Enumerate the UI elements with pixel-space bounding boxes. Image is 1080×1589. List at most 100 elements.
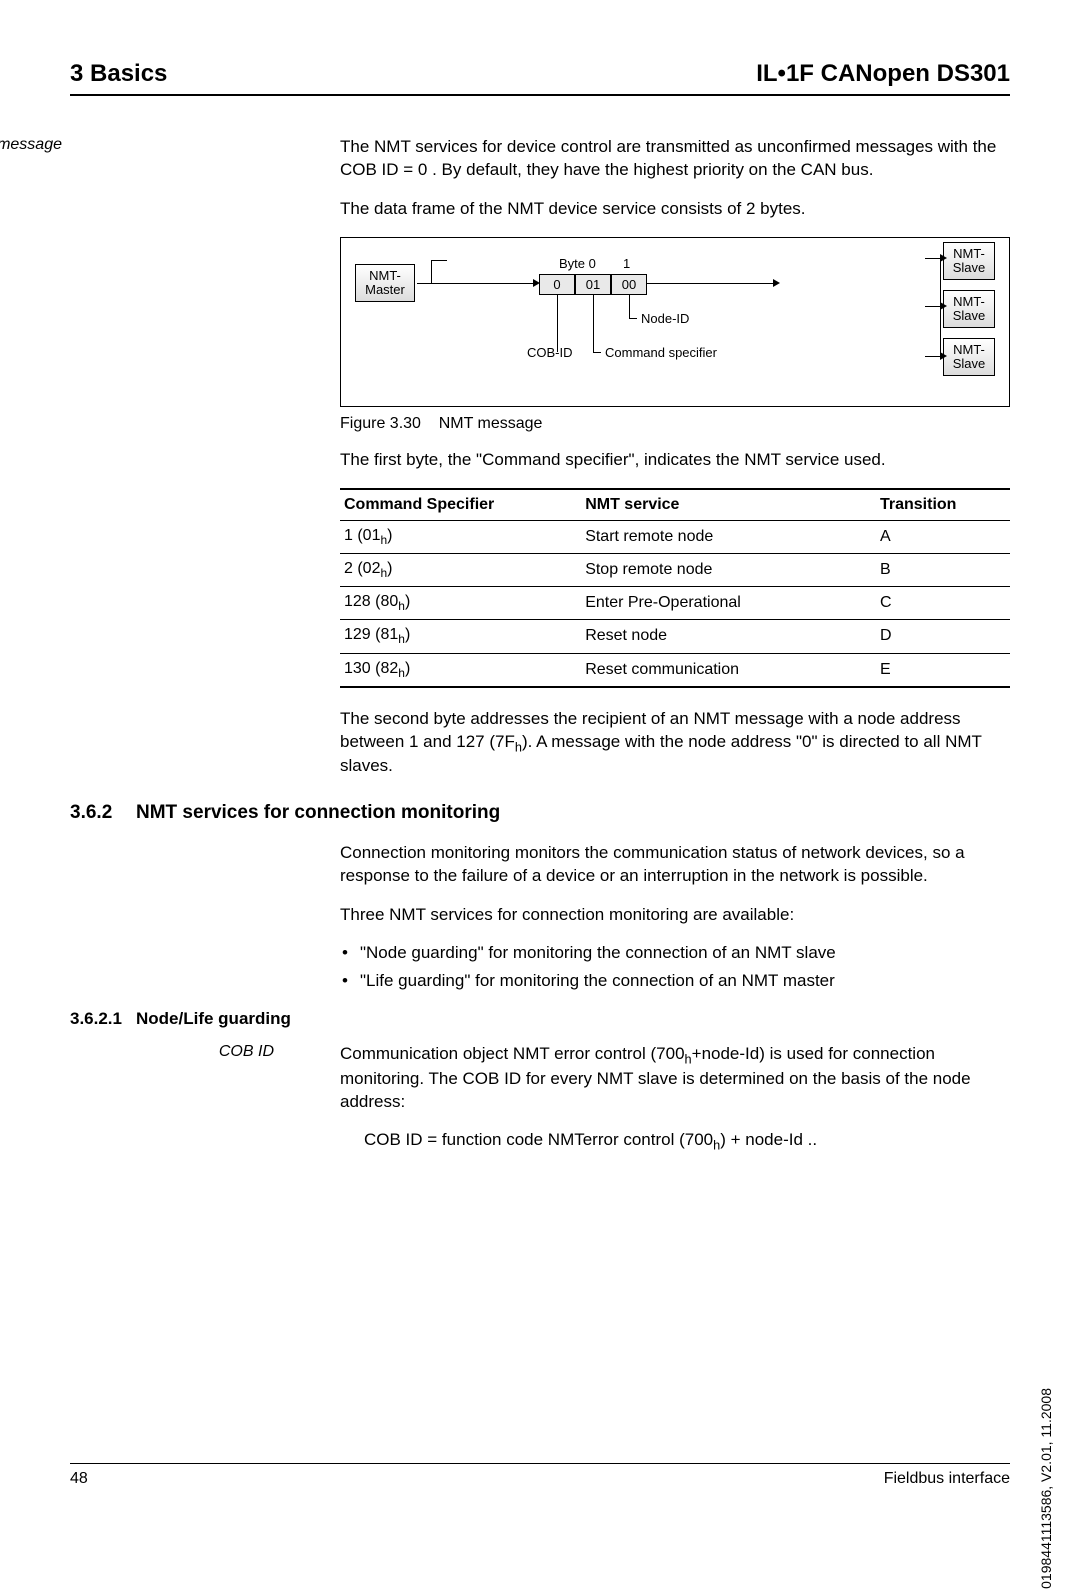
cell-svc: Reset node — [581, 620, 876, 653]
cell-cs: 128 (80h) — [340, 587, 581, 620]
figure-caption: Figure 3.30 NMT message — [340, 415, 1010, 433]
para-5: Connection monitoring monitors the commu… — [340, 842, 1010, 888]
diagram-line — [431, 260, 447, 261]
cmd-spec-label: Command specifier — [605, 345, 717, 360]
cell-cs: 1 (01h) — [340, 520, 581, 553]
cs-num: 128 (80 — [344, 593, 398, 610]
subsection-number: 3.6.2.1 — [70, 1009, 136, 1029]
p8b: ) + node-Id .. — [720, 1130, 817, 1149]
arrowhead-icon — [773, 279, 780, 287]
arrowhead-icon — [940, 302, 947, 310]
cobid-body: Communication object NMT error control (… — [340, 1043, 1010, 1154]
byte0-label: Byte 0 — [559, 256, 596, 271]
table-row: 2 (02h) Stop remote node B — [340, 553, 1010, 586]
th-nmt-service: NMT service — [581, 489, 876, 521]
byte-cell-2: 00 — [611, 274, 647, 295]
page-number: 48 — [70, 1470, 88, 1488]
cell-tr: A — [876, 520, 1010, 553]
para-2: The data frame of the NMT device service… — [340, 198, 1010, 221]
side-label-cobid: COB ID — [24, 1043, 274, 1061]
hex-sub: h — [685, 1051, 692, 1066]
para-8: COB ID = function code NMTerror control … — [364, 1129, 1010, 1154]
side-label-nmt: NMT message — [0, 136, 62, 154]
byte-cell-0: 0 — [539, 274, 575, 295]
fig-num: Figure 3.30 — [340, 415, 421, 432]
cell-cs: 2 (02h) — [340, 553, 581, 586]
bullet-list: "Node guarding" for monitoring the conne… — [340, 943, 1010, 991]
p7a: Communication object NMT error control (… — [340, 1044, 685, 1063]
figure-nmt-message: NMT- Master Byte 0 1 0 01 00 Node-ID Com… — [340, 237, 1010, 407]
section-body: Connection monitoring monitors the commu… — [340, 842, 1010, 991]
cs-num: 130 (82 — [344, 660, 398, 677]
document-id: 0198441113586, V2.01, 11.2008 — [1038, 1388, 1054, 1589]
cell-tr: D — [876, 620, 1010, 653]
fig-text: NMT message — [439, 415, 543, 432]
cell-svc: Enter Pre-Operational — [581, 587, 876, 620]
table-row: 130 (82h) Reset communication E — [340, 653, 1010, 687]
cell-tr: E — [876, 653, 1010, 687]
command-specifier-table: Command Specifier NMT service Transition… — [340, 488, 1010, 688]
hex-sub: h — [398, 599, 405, 613]
cs-num: 1 (01 — [344, 527, 380, 544]
byte-cell-1: 01 — [575, 274, 611, 295]
diagram-line — [417, 283, 537, 284]
diagram-line — [925, 356, 941, 357]
para-6: Three NMT services for connection monito… — [340, 904, 1010, 927]
diagram-slave-box: NMT- Slave — [943, 242, 995, 281]
list-item: "Life guarding" for monitoring the conne… — [340, 971, 1010, 991]
p8a: COB ID = function code NMTerror control … — [364, 1130, 713, 1149]
hex-sub: h — [398, 666, 405, 680]
diagram-slave-box: NMT- Slave — [943, 338, 995, 377]
cob-id-diagram-label: COB-ID — [527, 345, 573, 360]
footer-right: Fieldbus interface — [884, 1470, 1010, 1488]
cell-cs: 130 (82h) — [340, 653, 581, 687]
hex-sub: h — [380, 533, 387, 547]
hex-sub: h — [515, 739, 522, 754]
header-left: 3 Basics — [70, 60, 167, 88]
subsection-title: Node/Life guarding — [136, 1009, 291, 1029]
hex-sub: h — [398, 633, 405, 647]
table-row: 128 (80h) Enter Pre-Operational C — [340, 587, 1010, 620]
cell-svc: Reset communication — [581, 653, 876, 687]
subsection-heading: 3.6.2.1 Node/Life guarding — [70, 1009, 1010, 1029]
th-transition: Transition — [876, 489, 1010, 521]
diagram-line — [647, 283, 777, 284]
diagram-line — [431, 260, 432, 284]
diagram-line — [629, 294, 630, 318]
para-3: The first byte, the "Command specifier",… — [340, 449, 1010, 472]
section-title: NMT services for connection monitoring — [136, 802, 500, 824]
cell-cs: 129 (81h) — [340, 620, 581, 653]
diagram-line — [925, 258, 941, 259]
diagram-line — [593, 352, 601, 353]
page-footer: 48 Fieldbus interface — [70, 1463, 1010, 1488]
cs-num: 129 (81 — [344, 626, 398, 643]
cell-tr: C — [876, 587, 1010, 620]
section-number: 3.6.2 — [70, 802, 136, 824]
page-header: 3 Basics IL•1F CANopen DS301 — [70, 60, 1010, 96]
arrowhead-icon — [940, 254, 947, 262]
table-row: 129 (81h) Reset node D — [340, 620, 1010, 653]
hex-sub: h — [380, 566, 387, 580]
para-1: The NMT services for device control are … — [340, 136, 1010, 182]
header-right: IL•1F CANopen DS301 — [756, 60, 1010, 88]
cell-svc: Start remote node — [581, 520, 876, 553]
body-content: The NMT services for device control are … — [340, 136, 1010, 778]
diagram-slave-box: NMT- Slave — [943, 290, 995, 329]
cell-svc: Stop remote node — [581, 553, 876, 586]
table-row: 1 (01h) Start remote node A — [340, 520, 1010, 553]
diagram-line — [557, 294, 558, 352]
para-7: Communication object NMT error control (… — [340, 1043, 1010, 1113]
section-heading: 3.6.2 NMT services for connection monito… — [70, 802, 1010, 824]
cell-tr: B — [876, 553, 1010, 586]
byte1-label: 1 — [623, 256, 630, 271]
para-4: The second byte addresses the recipient … — [340, 708, 1010, 778]
arrowhead-icon — [940, 352, 947, 360]
node-id-label: Node-ID — [641, 311, 689, 326]
th-cmd-spec: Command Specifier — [340, 489, 581, 521]
diagram-master-box: NMT- Master — [355, 264, 415, 303]
cs-num: 2 (02 — [344, 560, 380, 577]
diagram-line — [925, 306, 941, 307]
diagram-line — [629, 318, 637, 319]
list-item: "Node guarding" for monitoring the conne… — [340, 943, 1010, 963]
diagram-line — [593, 294, 594, 352]
